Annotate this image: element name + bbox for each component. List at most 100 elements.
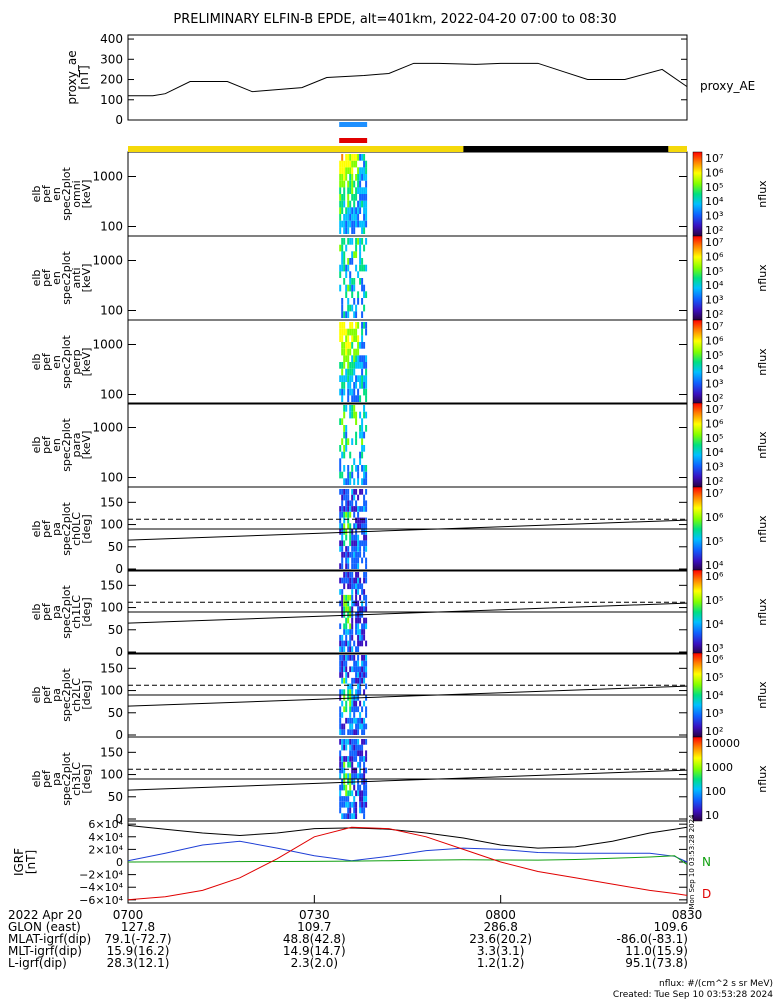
- spectrogram-pixel: [365, 174, 368, 181]
- pitch-pixel: [339, 767, 342, 774]
- pitch-pixel: [351, 750, 354, 757]
- pitch-pixel: [345, 600, 348, 607]
- spectrogram-pixel: [359, 238, 362, 245]
- pitch-pixel: [351, 606, 354, 612]
- pitch-pixel: [365, 540, 368, 547]
- pitch-pixel: [363, 801, 366, 808]
- spectrogram-pixel: [361, 311, 364, 318]
- pitch-pixel: [353, 511, 356, 518]
- pitch-pixel: [351, 689, 354, 695]
- pitch-pixel: [357, 646, 360, 652]
- pitch-pixel: [349, 750, 352, 757]
- spectrogram-pixel: [343, 160, 346, 168]
- colorbar-tick-label: 10⁶: [705, 570, 724, 583]
- spectrogram-pixel: [359, 258, 362, 265]
- spectrogram-pixel: [359, 220, 362, 228]
- spectrogram-pixel: [343, 382, 346, 389]
- pitch-tick-label: 50: [108, 623, 123, 637]
- pitch-pixel: [353, 801, 356, 808]
- spectrogram-pixel: [341, 311, 344, 318]
- colorbar-tick-label: 10³: [705, 642, 723, 655]
- spectrogram-pixel: [355, 355, 358, 362]
- spectrogram-pixel: [347, 388, 350, 396]
- spectrogram-pixel: [355, 438, 358, 445]
- pitch-pixel: [353, 577, 356, 584]
- spectrogram-pixel: [349, 154, 352, 161]
- pitch-panel-ylabel: pa: [50, 522, 63, 536]
- pitch-pixel: [351, 594, 354, 601]
- pitch-pixel: [343, 540, 346, 547]
- spectrogram-pixel: [343, 180, 346, 188]
- spectrogram-pixel: [339, 388, 342, 396]
- pitch-pixel: [351, 756, 354, 762]
- spectrogram-pixel: [365, 220, 368, 228]
- spectrogram-pixel: [361, 258, 364, 265]
- pitch-pixel: [359, 796, 362, 802]
- colorbar-tick-label: 10⁶: [705, 334, 724, 347]
- table-cell: 28.3(12.1): [107, 956, 170, 970]
- pitch-pixel: [353, 706, 356, 713]
- spectrogram-pixel: [361, 227, 364, 234]
- spectrogram-pixel: [343, 220, 346, 228]
- pitch-pixel: [347, 577, 350, 584]
- spectrogram-pixel: [353, 458, 356, 465]
- pitch-pixel: [355, 700, 358, 707]
- spectrogram-pixel: [365, 180, 368, 188]
- spectrogram-pixel: [343, 194, 346, 201]
- pitch-pixel: [363, 606, 366, 612]
- pitch-tick-label: 100: [100, 601, 123, 615]
- pitch-pixel: [355, 790, 358, 797]
- spectrogram-pixel: [349, 214, 352, 221]
- spectrogram-pixel: [357, 471, 360, 479]
- spectrogram-pixel: [365, 411, 368, 419]
- spectrogram-pixel: [343, 251, 346, 258]
- spectrogram-pixel: [345, 291, 348, 298]
- pitch-pixel: [353, 583, 356, 590]
- pitch-panel-ylabel: pef: [40, 685, 53, 704]
- pitch-pixel: [357, 506, 360, 512]
- energy-panel-ylabel: elb: [30, 437, 43, 454]
- pitch-pixel: [357, 534, 360, 541]
- spectrogram-pixel: [339, 471, 342, 479]
- spectrogram-pixel: [343, 200, 346, 208]
- spectrogram-pixel: [359, 194, 362, 201]
- spectrogram-pixel: [339, 214, 342, 221]
- pitch-pixel: [357, 629, 360, 635]
- spectrogram-pixel: [357, 214, 360, 221]
- spectrogram-pixel: [355, 174, 358, 181]
- pitch-pixel: [365, 617, 368, 624]
- spectrogram-pixel: [365, 187, 368, 194]
- pitch-pixel: [361, 729, 364, 735]
- spectrogram-pixel: [341, 167, 344, 174]
- sunlight-segment-eclipse: [463, 146, 669, 152]
- pitch-pixel: [349, 511, 352, 518]
- table-row-label: MLT-igrf(dip): [8, 944, 82, 958]
- pitch-pixel: [347, 489, 350, 495]
- pitch-pixel: [363, 594, 366, 601]
- pitch-pixel: [343, 517, 346, 524]
- pitch-panel-ylabel: pef: [40, 602, 53, 621]
- pitch-pixel: [363, 577, 366, 584]
- table-row-label: MLAT-igrf(dip): [8, 932, 91, 946]
- pitch-pixel: [343, 706, 346, 713]
- pitch-pixel: [351, 629, 354, 635]
- spectrogram-pixel: [339, 174, 342, 181]
- pitch-pixel: [351, 563, 354, 569]
- pitch-pixel: [349, 739, 352, 745]
- spectrogram-pixel: [365, 425, 368, 432]
- colorbar-unit: nflux: [756, 180, 769, 208]
- energy-panel-frame: [127, 235, 688, 321]
- spectrogram-pixel: [357, 200, 360, 208]
- colorbar-tick-label: 1000: [705, 761, 733, 774]
- pitch-pixel: [341, 577, 344, 584]
- pitch-pixel: [349, 689, 352, 695]
- spectrogram-pixel: [341, 328, 344, 336]
- pitch-pixel: [351, 623, 354, 630]
- igrf-tick-label: 2×10⁴: [88, 843, 123, 856]
- spectrogram-pixel: [353, 335, 356, 342]
- spectrogram-pixel: [353, 348, 356, 356]
- colorbar-tick-label: 10⁴: [705, 559, 724, 572]
- spectrogram-pixel: [347, 284, 350, 292]
- colorbar: [692, 652, 703, 738]
- spectrogram-pixel: [343, 187, 346, 194]
